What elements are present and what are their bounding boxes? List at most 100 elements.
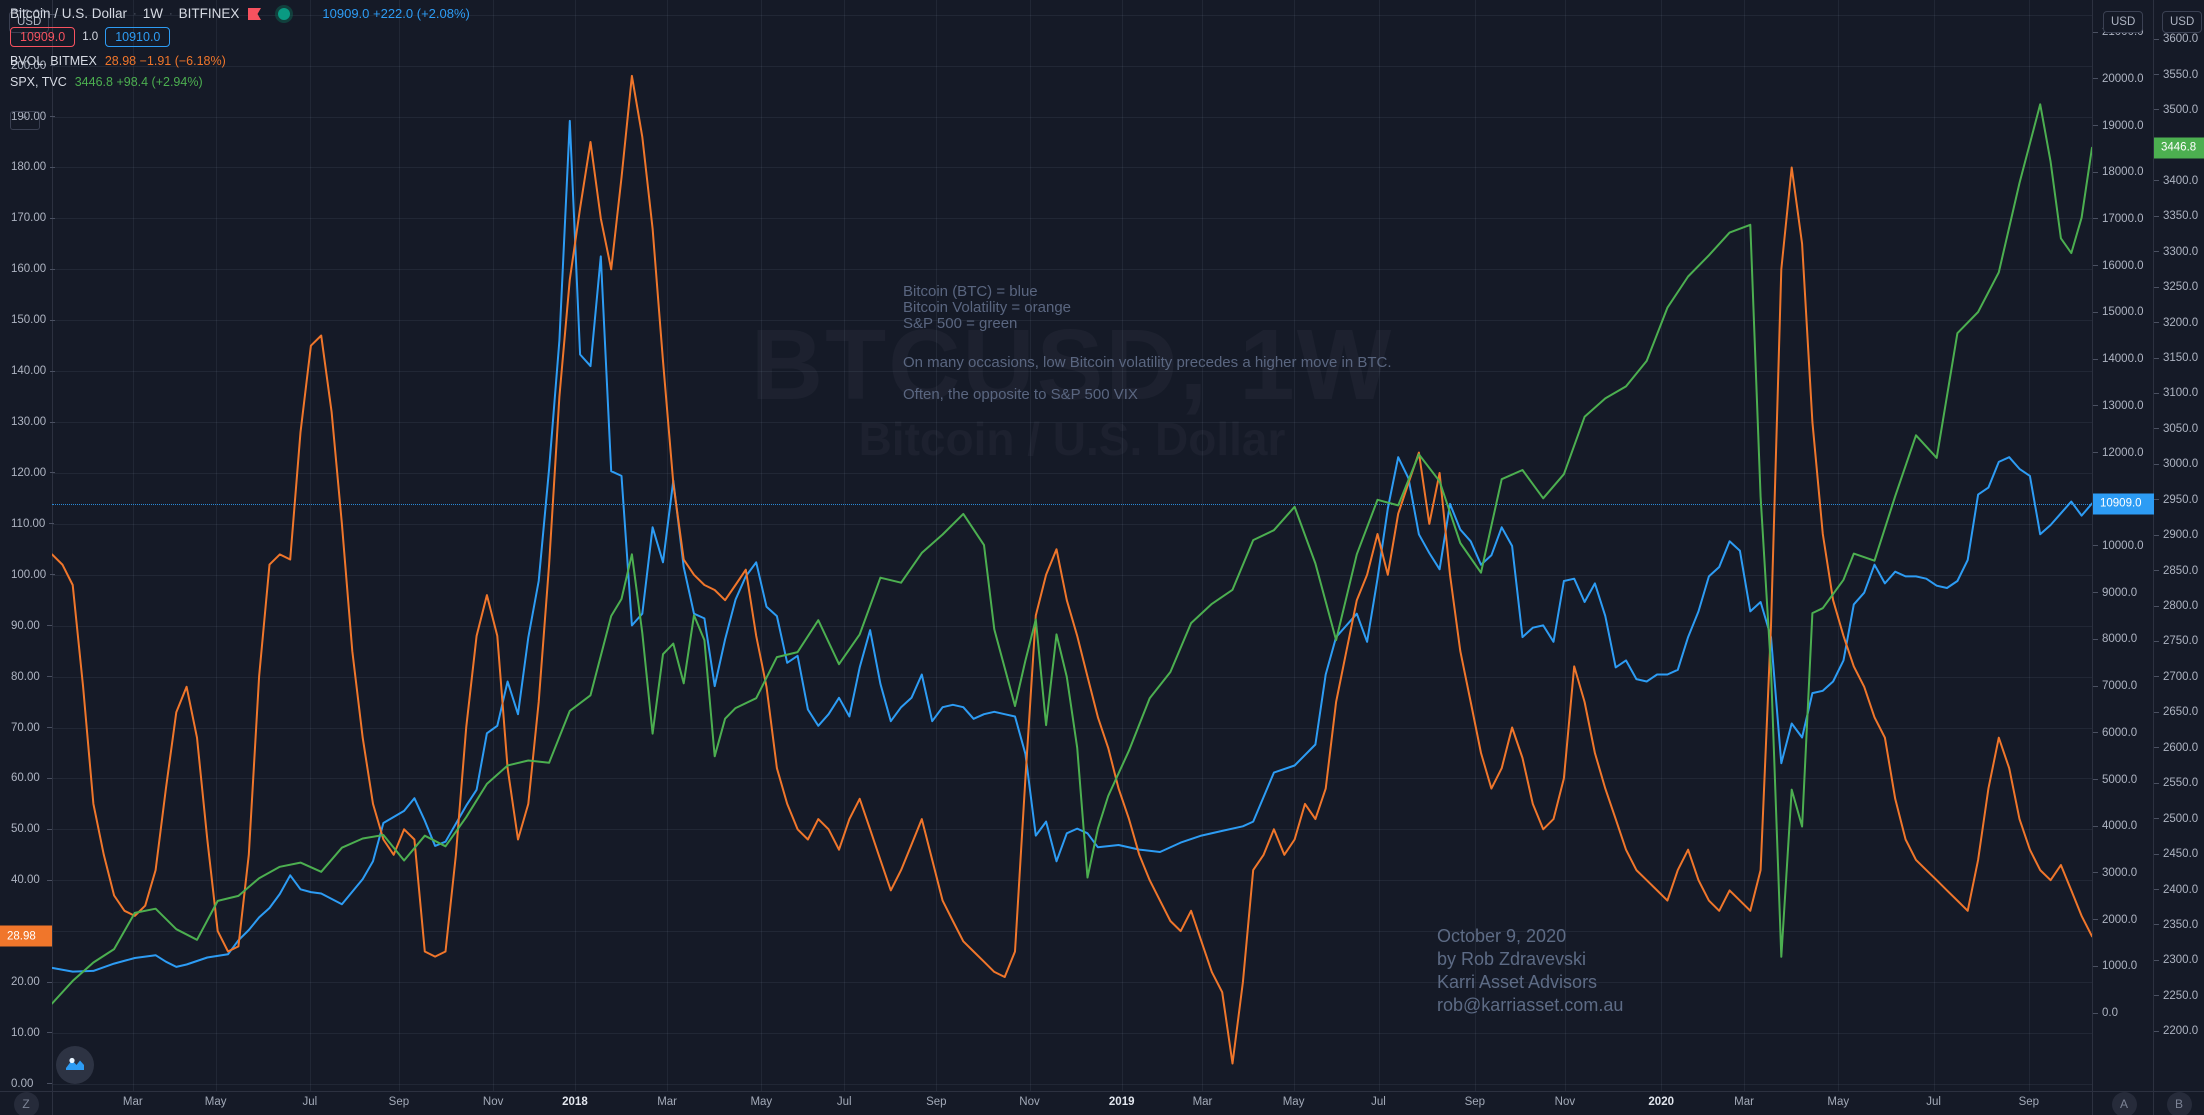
tradingview-logo-icon[interactable] — [56, 1046, 94, 1084]
gridline-horizontal — [52, 676, 2092, 678]
spx-axis-tick-label: 2600.0 — [2154, 741, 2204, 755]
left-axis-tick-label: 120.00 — [0, 466, 56, 480]
gridline-vertical — [1121, 0, 1123, 1091]
gridline-vertical — [309, 0, 311, 1091]
spx-axis-tick-label: 3350.0 — [2154, 209, 2204, 223]
spx-axis-tick-label: 2650.0 — [2154, 705, 2204, 719]
time-axis-month-label: Nov — [482, 1096, 504, 1108]
btc-axis-tick-label: 6000.0 — [2093, 726, 2154, 740]
current-price-dotted-line — [52, 503, 2092, 505]
note-vix: Often, the opposite to S&P 500 VIX — [903, 385, 1138, 403]
chart-legend: Bitcoin / U.S. Dollar · 1W · BITFINEX 10… — [10, 0, 470, 130]
ask-price-button[interactable]: 10910.0 — [105, 27, 171, 47]
last-price-quote: 10909.0 +222.0 (+2.08%) — [322, 6, 470, 21]
series-line-bvol[interactable] — [52, 74, 2092, 1065]
gridline-horizontal — [52, 371, 2092, 373]
gridline-horizontal — [52, 14, 2092, 16]
left-price-axis-bvol[interactable]: USD 210.00200.00190.00180.00170.00160.00… — [0, 0, 56, 1115]
chart-text-annotation[interactable]: Bitcoin (BTC) = blue Bitcoin Volatility … — [903, 283, 1392, 419]
btc-axis-tick-label: 7000.0 — [2093, 679, 2154, 693]
gridline-horizontal — [52, 472, 2092, 474]
btc-axis-tick-label: 20000.0 — [2093, 72, 2154, 86]
left-axis-price-label: 28.98 — [0, 925, 52, 947]
gridline-vertical — [1029, 0, 1031, 1091]
series-line-spx[interactable] — [52, 103, 2092, 1005]
spx-axis-tick-label: 2950.0 — [2154, 493, 2204, 507]
spx-axis-tick-label: 2900.0 — [2154, 528, 2204, 542]
spx-axis-tick-label: 2500.0 — [2154, 812, 2204, 826]
market-status-dot-icon[interactable] — [278, 7, 291, 20]
time-axis-month-label: Mar — [122, 1096, 143, 1108]
series-line-btcusd[interactable] — [52, 119, 2092, 973]
chevron-up-icon: ⌃ — [20, 115, 30, 126]
btc-axis-tick-label: 1000.0 — [2093, 959, 2154, 973]
flag-icon[interactable] — [247, 7, 262, 21]
credit-annotation[interactable]: October 9, 2020 by Rob Zdravevski Karri … — [1437, 925, 1623, 1017]
axis-badge-a[interactable]: A — [2111, 1091, 2137, 1115]
left-axis-tick-label: 110.00 — [0, 517, 55, 531]
time-axis-month-label: Nov — [1554, 1096, 1576, 1108]
exchange-label[interactable]: BITFINEX — [178, 6, 240, 21]
note-volatility: On many occasions, low Bitcoin volatilit… — [903, 353, 1392, 371]
spread-value: 1.0 — [82, 31, 99, 43]
interval-label[interactable]: 1W — [142, 6, 163, 21]
left-axis-tick-label: 150.00 — [0, 313, 56, 327]
left-axis-tick-label: 20.00 — [0, 975, 52, 989]
spx-axis-tick-label: 3400.0 — [2154, 174, 2204, 188]
gridline-horizontal — [52, 1083, 2092, 1085]
spx-axis-tick-label: 3300.0 — [2154, 245, 2204, 259]
spx-axis-tick-label: 3550.0 — [2154, 68, 2204, 82]
gridline-horizontal — [52, 982, 2092, 984]
chart-plot-area[interactable]: BTCUSD, 1W Bitcoin / U.S. Dollar Bitcoin… — [52, 0, 2092, 1091]
gridline-horizontal — [52, 778, 2092, 780]
time-axis-year-label: 2020 — [1648, 1096, 1674, 1108]
spx-axis-tick-label: 2200.0 — [2154, 1024, 2204, 1038]
gridline-vertical — [1661, 0, 1663, 1091]
spx-axis-tick-label: 2450.0 — [2154, 847, 2204, 861]
gridline-horizontal — [52, 625, 2092, 627]
btc-axis-tick-label: 15000.0 — [2093, 305, 2154, 319]
gridline-vertical — [1838, 0, 1840, 1091]
right-price-axis-spx[interactable]: USD 3600.03550.03500.03450.03400.03350.0… — [2153, 0, 2204, 1115]
symbol-title[interactable]: Bitcoin / U.S. Dollar — [10, 6, 128, 21]
time-axis-month-label: Jul — [1926, 1096, 1941, 1108]
left-axis-tick-label: 130.00 — [0, 415, 56, 429]
gridline-horizontal — [52, 116, 2092, 118]
spx-axis-currency-button[interactable]: USD — [2162, 11, 2203, 33]
btc-axis-tick-label: 4000.0 — [2093, 819, 2154, 833]
gridline-horizontal — [52, 523, 2092, 525]
overlay-name: BVOL, BITMEX — [10, 54, 97, 68]
bid-price-button[interactable]: 10909.0 — [10, 27, 76, 47]
gridline-vertical — [2028, 0, 2030, 1091]
time-axis-year-label: 2019 — [1108, 1096, 1135, 1108]
gridline-vertical — [1933, 0, 1935, 1091]
left-axis-tick-label: 0.00 — [0, 1077, 52, 1091]
btc-axis-currency-button[interactable]: USD — [2103, 11, 2144, 33]
left-axis-currency-button[interactable]: USD — [9, 11, 50, 33]
spx-axis-tick-label: 3250.0 — [2154, 280, 2204, 294]
legend-collapse-button[interactable]: ⌃ — [10, 111, 40, 130]
btc-axis-tick-label: 0.0 — [2093, 1006, 2154, 1020]
btc-axis-tick-label: 2000.0 — [2093, 913, 2154, 927]
btc-axis-price-label: 10909.0 — [2093, 493, 2154, 515]
axis-badge-b[interactable]: B — [2166, 1091, 2192, 1115]
overlay-row-bvol[interactable]: BVOL, BITMEX 28.98 −1.91 (−6.18%) — [10, 54, 470, 68]
spx-axis-tick-label: 3100.0 — [2154, 386, 2204, 400]
timezone-badge[interactable]: Z — [13, 1091, 39, 1115]
left-axis-tick-label: 10.00 — [0, 1026, 52, 1040]
legend-line-btc: Bitcoin (BTC) = blue — [903, 283, 1038, 300]
time-axis[interactable]: Mar May Jul Sep Nov 2018 Mar May Jul Sep Nov 2019 Ma… — [0, 1091, 2204, 1115]
gridline-vertical — [1474, 0, 1476, 1091]
spx-axis-tick-label: 2300.0 — [2154, 953, 2204, 967]
overlay-row-spx[interactable]: SPX, TVC 3446.8 +98.4 (+2.94%) — [10, 75, 470, 89]
gridline-horizontal — [52, 422, 2092, 424]
gridline-vertical — [1744, 0, 1746, 1091]
spx-axis-price-label: 3446.8 — [2154, 137, 2204, 159]
left-axis-tick-label: 50.00 — [0, 822, 52, 836]
left-axis-tick-label: 90.00 — [0, 619, 52, 633]
time-axis-year-label: 2018 — [562, 1096, 588, 1108]
time-axis-month-label: Mar — [657, 1096, 677, 1108]
spx-axis-tick-label: 3150.0 — [2154, 351, 2204, 365]
right-price-axis-btc[interactable]: USD 21000.020000.019000.018000.017000.01… — [2092, 0, 2154, 1115]
